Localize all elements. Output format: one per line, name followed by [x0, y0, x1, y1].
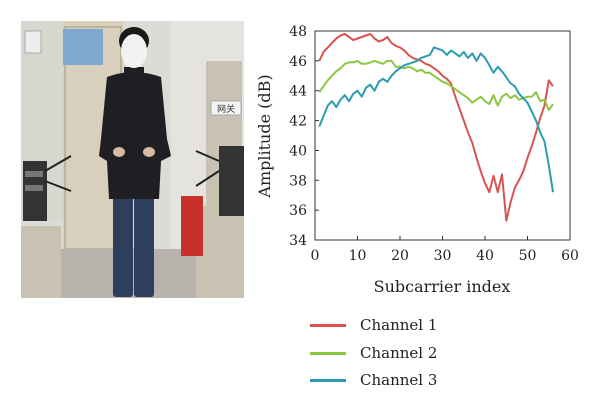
y-axis-title: Amplitude (dB) — [255, 74, 274, 198]
photo-right-desk — [196, 206, 244, 298]
photo-red-box — [181, 196, 203, 256]
legend-label-channel-3: Channel 3 — [360, 371, 438, 389]
x-axis-title: Subcarrier index — [374, 277, 511, 296]
legend-swatch-channel-1 — [310, 323, 346, 327]
y-tick-label: 42 — [289, 114, 307, 130]
series-line-channel-3 — [318, 46, 554, 193]
photo-poster — [63, 29, 103, 65]
x-tick-label: 60 — [561, 248, 579, 264]
photo-face — [121, 34, 147, 68]
series-line-channel-1 — [318, 33, 554, 222]
y-tick-label: 46 — [289, 54, 307, 70]
x-tick-label: 50 — [519, 248, 537, 264]
legend-swatch-channel-3 — [310, 378, 346, 382]
x-tick-label: 20 — [391, 248, 409, 264]
photo-person — [99, 27, 171, 297]
x-tick-label: 10 — [349, 248, 367, 264]
plot-area — [314, 30, 571, 241]
legend-label-channel-2: Channel 2 — [360, 344, 438, 362]
legend-item-channel-2: Channel 2 — [310, 342, 437, 364]
line-chart: 0 10 20 30 40 50 60 34 36 38 40 42 44 46 48 Subcarrie… — [255, 24, 579, 296]
photo-right-equipment — [219, 146, 244, 216]
x-tick-label: 0 — [311, 248, 320, 264]
photo-sign — [210, 100, 242, 116]
x-axis-ticks: 0 10 20 30 40 50 60 — [311, 236, 579, 264]
y-tick-label: 34 — [289, 233, 307, 249]
y-tick-label: 40 — [289, 143, 307, 159]
legend-swatch-channel-2 — [310, 351, 346, 355]
legend-item-channel-1: Channel 1 — [310, 314, 437, 336]
y-tick-label: 44 — [289, 84, 307, 100]
y-tick-label: 48 — [289, 24, 307, 40]
y-tick-label: 38 — [289, 173, 307, 189]
person-photo: 网关 — [21, 21, 244, 298]
series-line-channel-2 — [318, 59, 554, 112]
photo-sign-text: 网关 — [217, 103, 235, 115]
x-tick-label: 40 — [476, 248, 494, 264]
chart-legend: Channel 1 Channel 2 Channel 3 — [310, 312, 510, 402]
y-axis-ticks: 34 36 38 40 42 44 46 48 — [289, 24, 319, 249]
photo-left-desk — [21, 226, 61, 298]
legend-label-channel-1: Channel 1 — [360, 316, 438, 334]
legend-item-channel-3: Channel 3 — [310, 369, 437, 391]
x-tick-label: 30 — [434, 248, 452, 264]
y-tick-label: 36 — [289, 203, 307, 219]
series-lines — [318, 33, 554, 222]
